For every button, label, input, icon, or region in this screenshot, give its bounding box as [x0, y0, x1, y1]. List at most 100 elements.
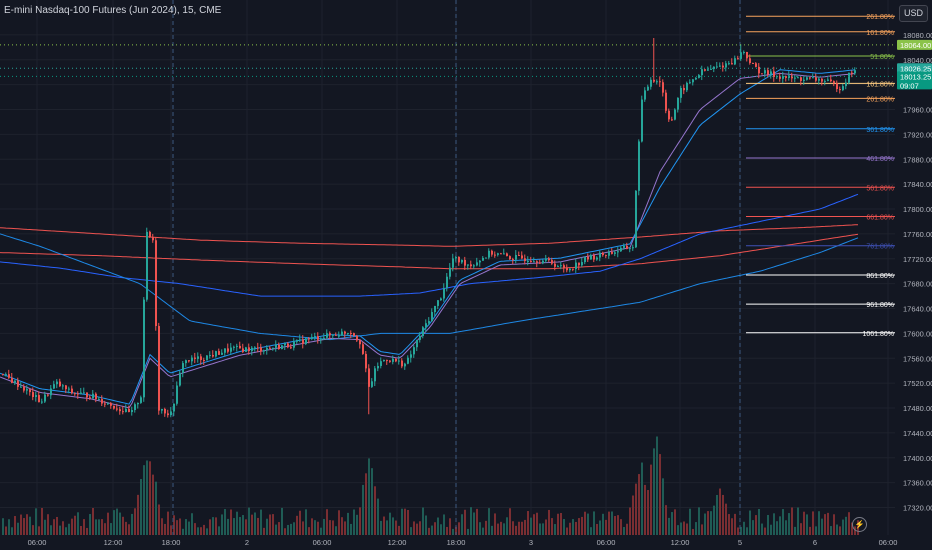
candle-body: [338, 335, 340, 337]
price-axis[interactable]: 18080.0018040.0018000.0017960.0017920.00…: [895, 0, 932, 550]
candle-body: [17, 380, 19, 387]
candle-body: [500, 253, 502, 255]
candle-body: [659, 81, 661, 83]
candle-body: [266, 347, 268, 351]
candle-body: [275, 344, 277, 348]
volume-bar: [290, 523, 292, 535]
volume-bar: [467, 528, 469, 535]
candle-body: [182, 363, 184, 373]
candle-body: [665, 92, 667, 111]
volume-bar: [245, 519, 247, 535]
candle-body: [242, 348, 244, 352]
candle-body: [461, 259, 463, 263]
volume-bar: [320, 527, 322, 535]
volume-bar: [614, 516, 616, 535]
price-tick-label: 17600.00: [903, 329, 932, 338]
candle-body: [326, 333, 328, 338]
volume-bar: [206, 528, 208, 535]
candle-body: [701, 69, 703, 76]
candle-body: [578, 262, 580, 266]
volume-bar: [821, 518, 823, 535]
volume-bar: [218, 526, 220, 535]
volume-bar: [437, 517, 439, 535]
candle-body: [377, 365, 379, 369]
candle-body: [686, 82, 688, 91]
countdown-label: 09:07: [900, 81, 919, 90]
candle-body: [56, 381, 58, 385]
volume-bar: [227, 518, 229, 535]
volume-bar: [8, 519, 10, 535]
candle-body: [626, 245, 628, 249]
candle-body: [632, 247, 634, 249]
time-tick-label: 12:00: [388, 538, 407, 547]
volume-bar: [551, 518, 553, 535]
candle-body: [833, 81, 835, 84]
volume-bar: [440, 524, 442, 535]
ema-short-line: [0, 72, 856, 409]
fib-label: 161.80%: [866, 81, 894, 88]
volume-bar: [422, 507, 424, 535]
candle-body: [245, 347, 247, 352]
candle-body: [587, 256, 589, 260]
volume-bar: [272, 514, 274, 535]
volume-bar: [413, 521, 415, 535]
volume-bar: [488, 508, 490, 535]
volume-bar: [101, 519, 103, 535]
price-tick-label: 17480.00: [903, 404, 932, 413]
volume-bar: [560, 512, 562, 535]
candle-body: [116, 408, 118, 410]
candle-body: [164, 408, 166, 414]
candle-body: [188, 360, 190, 362]
candle-body: [455, 256, 457, 259]
volume-bar: [557, 513, 559, 535]
volume-bar: [392, 517, 394, 535]
volume-bar: [677, 525, 679, 535]
volume-bar: [578, 518, 580, 535]
candle-body: [404, 363, 406, 367]
volume-bar: [746, 527, 748, 535]
candle-body: [221, 352, 223, 355]
volume-bar: [449, 518, 451, 535]
time-axis[interactable]: 06:00 12:00 18:00 2 06:00 12:00 18:00 3 06:00 12:…: [0, 535, 932, 550]
ema-fast-line: [0, 69, 856, 405]
volume-bar: [215, 517, 217, 535]
candle-body: [149, 231, 151, 238]
volume-bar: [773, 513, 775, 535]
candle-body: [518, 255, 520, 257]
volume-bar: [515, 525, 517, 535]
volume-bar: [647, 490, 649, 535]
symbol-title[interactable]: E-mini Nasdaq-100 Futures (Jun 2024), 15…: [4, 5, 222, 16]
candle-body: [194, 357, 196, 359]
candle-body: [110, 403, 112, 406]
candle-body: [446, 276, 448, 289]
volume-bar: [35, 508, 37, 535]
candle-body: [224, 348, 226, 353]
candle-body: [653, 79, 655, 82]
volume-bar: [137, 494, 139, 535]
volume-bar: [68, 523, 70, 535]
volume-bar: [707, 511, 709, 535]
clock-icon[interactable]: ⚡: [852, 517, 867, 532]
candle-body: [101, 399, 103, 404]
volume-bar: [275, 524, 277, 535]
volume-bar: [410, 527, 412, 535]
currency-button[interactable]: USD: [899, 5, 928, 22]
candle-body: [311, 336, 313, 339]
volume-bar: [527, 511, 529, 535]
candle-body: [374, 368, 376, 382]
volume-bar: [170, 525, 172, 535]
time-tick-label: 5: [738, 538, 742, 547]
time-tick-label: 06:00: [313, 538, 332, 547]
time-tick-label: 12:00: [671, 538, 690, 547]
candle-body: [407, 357, 409, 364]
candle-body: [83, 392, 85, 394]
volume-bar: [95, 519, 97, 535]
volume-bars: [2, 436, 859, 535]
candle-body: [257, 347, 259, 349]
price-level-lines: [0, 44, 895, 77]
volume-bar: [509, 508, 511, 535]
candle-body: [269, 347, 271, 349]
candle-body: [353, 333, 355, 336]
volume-bar: [665, 505, 667, 535]
volume-bar: [581, 516, 583, 535]
